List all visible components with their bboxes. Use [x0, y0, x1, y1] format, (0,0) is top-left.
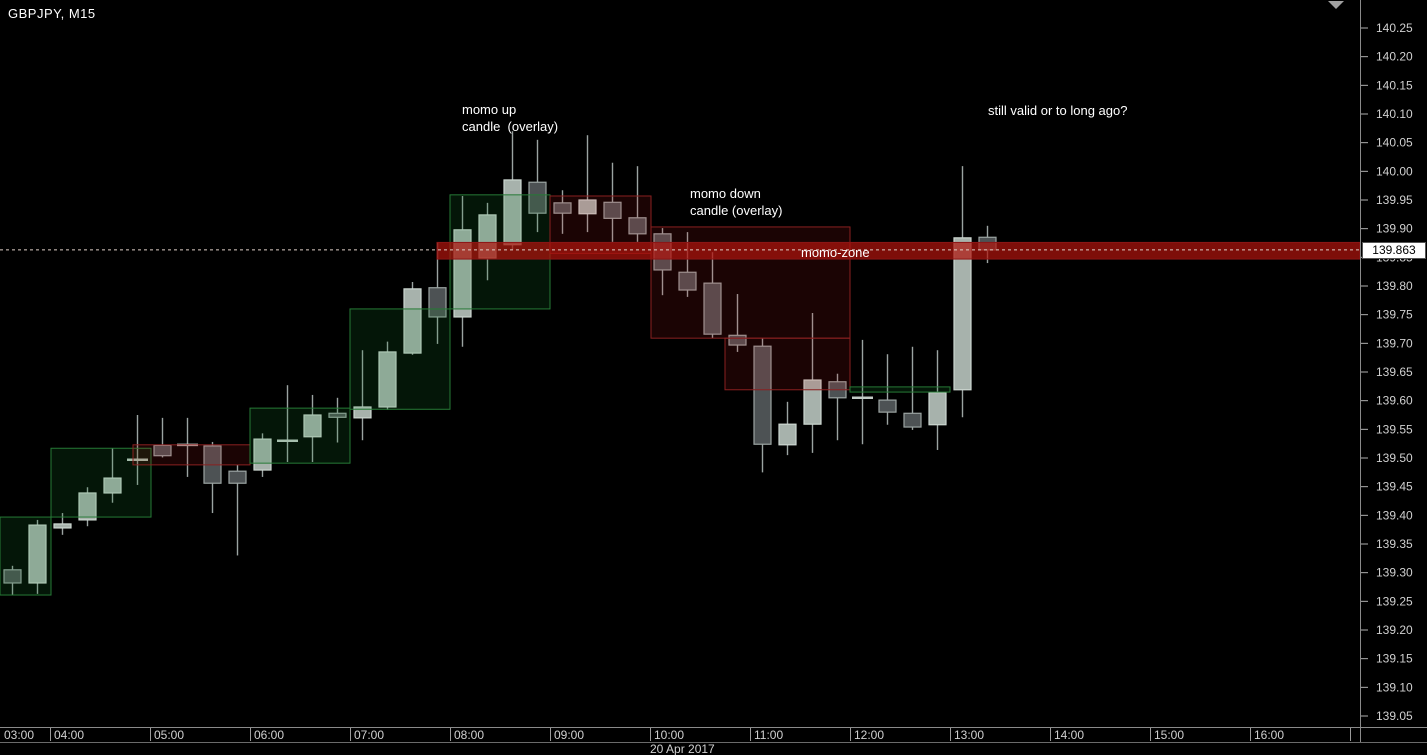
- candle-body-bear: [703, 282, 722, 335]
- momo-down-box-1-overlay: [132, 444, 251, 466]
- current-price-box: 139.863: [1362, 242, 1426, 259]
- candle-body-bull: [928, 392, 947, 426]
- momo-down-annotation: momo down candle (overlay): [690, 185, 783, 219]
- price-tick-label: 140.05: [1376, 136, 1413, 150]
- momo-up-box-4-overlay: [349, 308, 451, 410]
- price-tick-label: 139.15: [1376, 652, 1413, 666]
- price-tick-label: 140.15: [1376, 78, 1413, 92]
- time-tick-label: 04:00: [54, 728, 84, 742]
- momo-zone-label: momo-zone: [801, 245, 870, 260]
- time-tick-label: 10:00: [654, 728, 684, 742]
- time-tick-label: 13:00: [954, 728, 984, 742]
- candle-body-bull: [103, 477, 122, 494]
- price-tick-label: 139.80: [1376, 279, 1413, 293]
- candle-body-bear: [428, 287, 447, 318]
- candle-body-bull: [803, 379, 822, 425]
- price-tick-label: 139.05: [1376, 709, 1413, 723]
- question-annotation: still valid or to long ago?: [988, 103, 1128, 118]
- candle-body-bull: [778, 423, 797, 446]
- price-tick-label: 140.20: [1376, 50, 1413, 64]
- price-tick-label: 139.10: [1376, 680, 1413, 694]
- time-tick-label: 03:00: [4, 728, 34, 742]
- candle-body-bull: [303, 414, 322, 438]
- candle-body-bull: [353, 406, 372, 419]
- price-tick-label: 139.75: [1376, 308, 1413, 322]
- time-tick-label: 12:00: [854, 728, 884, 742]
- candle-body-bull: [53, 523, 72, 529]
- momo-up-annotation-line1: momo up: [462, 102, 517, 117]
- candle-body-bear: [328, 412, 347, 418]
- time-tick-label: 14:00: [1054, 728, 1084, 742]
- time-tick-label: 16:00: [1254, 728, 1284, 742]
- candle-body-bear: [603, 201, 622, 219]
- time-tick-label: 07:00: [354, 728, 384, 742]
- price-tick-label: 140.00: [1376, 164, 1413, 178]
- candle-body-bull: [78, 492, 97, 521]
- momo-up-annotation: momo up candle (overlay): [462, 101, 558, 135]
- price-tick-label: 139.40: [1376, 508, 1413, 522]
- candle-body-bear: [678, 271, 697, 291]
- momo-up-box-3-overlay: [249, 407, 351, 464]
- momo-zone-band: [436, 241, 1361, 260]
- candle-body-bear: [903, 412, 922, 428]
- candle-body-bear: [553, 202, 572, 214]
- candle-body-bull: [28, 524, 47, 584]
- candle-body-bull: [378, 351, 397, 408]
- chart-shift-marker-icon[interactable]: [1328, 1, 1344, 9]
- price-tick-label: 139.60: [1376, 394, 1413, 408]
- time-tick-label: 11:00: [754, 728, 783, 742]
- price-tick-label: 139.25: [1376, 594, 1413, 608]
- date-label: 20 Apr 2017: [650, 742, 715, 755]
- price-tick-label: 139.55: [1376, 422, 1413, 436]
- price-tick-label: 139.90: [1376, 222, 1413, 236]
- time-tick-label: 06:00: [254, 728, 284, 742]
- candle-body-bear: [153, 444, 172, 457]
- candle-body-bear: [878, 399, 897, 413]
- price-tick-label: 140.25: [1376, 21, 1413, 35]
- momo-down-annotation-line2: candle (overlay): [690, 203, 783, 218]
- candle-body-bear: [728, 334, 747, 346]
- candle-body-bear: [528, 181, 547, 214]
- price-tick-label: 139.20: [1376, 623, 1413, 637]
- momo-up-box-6-overlay: [849, 386, 951, 393]
- candle-body-bull: [578, 199, 597, 215]
- price-tick-label: 139.95: [1376, 193, 1413, 207]
- momo-up-box-1-overlay: [0, 516, 52, 596]
- candle-body-bear: [753, 345, 772, 445]
- time-tick-label: 05:00: [154, 728, 184, 742]
- price-tick-label: 139.50: [1376, 451, 1413, 465]
- price-tick-label: 139.65: [1376, 365, 1413, 379]
- candle-body-bull: [253, 438, 272, 471]
- candle-body-bull: [403, 288, 422, 354]
- momo-down-box-4-overlay: [724, 337, 851, 391]
- momo-down-annotation-line1: momo down: [690, 186, 761, 201]
- time-tick-label: 15:00: [1154, 728, 1184, 742]
- price-tick-label: 139.45: [1376, 480, 1413, 494]
- time-tick-label: 09:00: [554, 728, 584, 742]
- price-tick-label: 140.10: [1376, 107, 1413, 121]
- momo-up-annotation-line2: candle (overlay): [462, 119, 559, 134]
- time-tick-label: 08:00: [454, 728, 484, 742]
- price-tick-label: 139.70: [1376, 336, 1413, 350]
- candle-body-bear: [228, 470, 247, 484]
- momo-up-box-2-overlay: [50, 447, 152, 518]
- candle-body-bull: [953, 237, 972, 391]
- symbol-timeframe-label: GBPJPY, M15: [8, 6, 96, 21]
- price-tick-label: 139.35: [1376, 537, 1413, 551]
- candle-body-bear: [628, 217, 647, 235]
- candle-body-bear: [3, 569, 22, 584]
- price-tick-label: 139.30: [1376, 566, 1413, 580]
